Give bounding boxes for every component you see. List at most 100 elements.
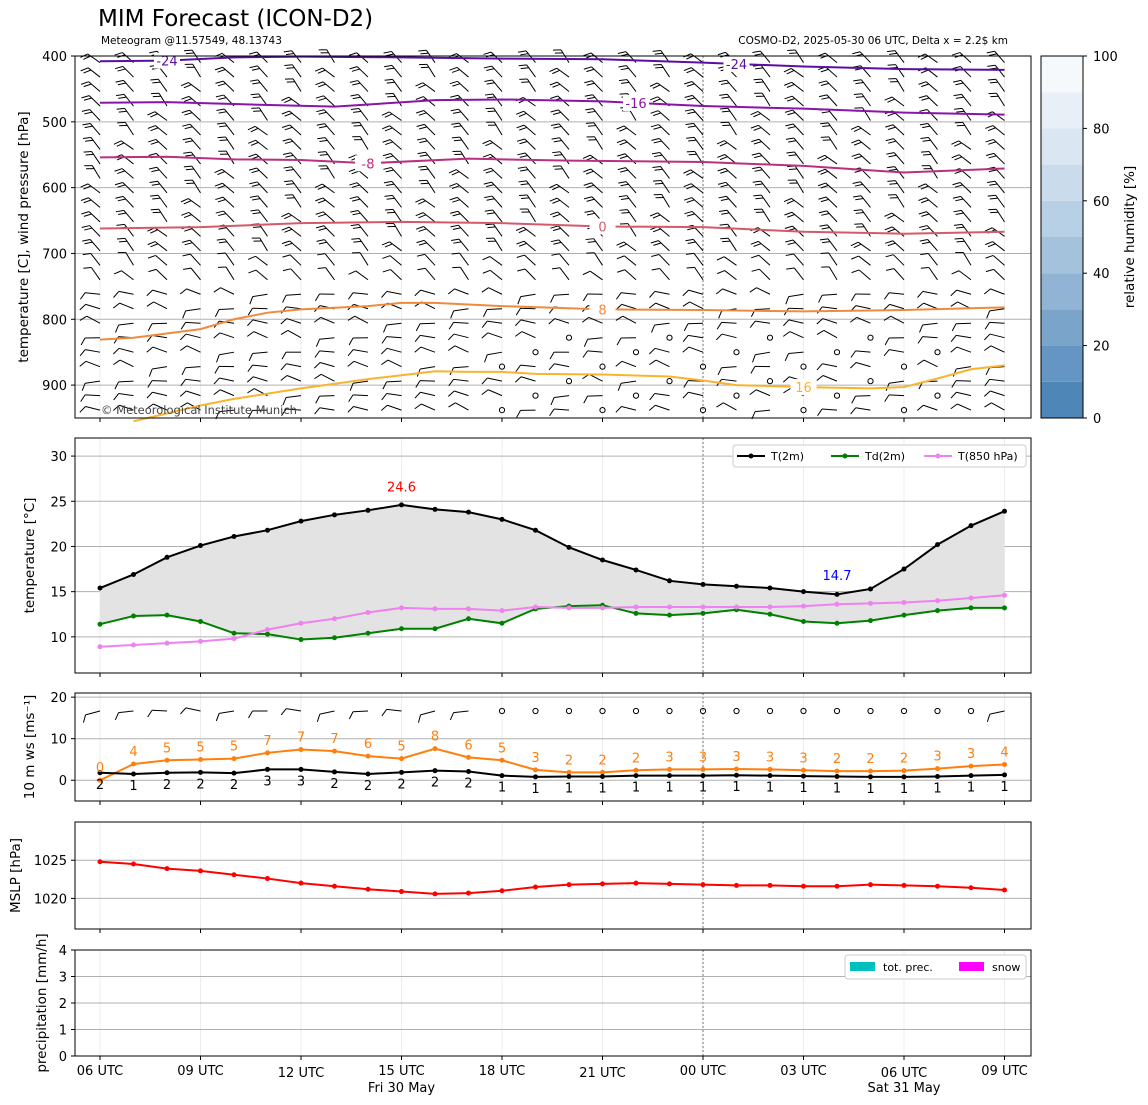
mean-wind-label: 1 <box>1000 780 1008 795</box>
barb-feather <box>951 270 960 275</box>
data-point-t850 <box>131 642 136 648</box>
barb-feather <box>753 127 762 131</box>
barb-feather <box>317 151 326 153</box>
barb-feather <box>516 240 525 245</box>
barb-feather <box>382 125 390 130</box>
barb-feather <box>483 51 492 55</box>
barb-feather <box>385 155 394 159</box>
data-point-td2m <box>868 618 873 624</box>
barb-feather <box>420 52 429 55</box>
wind-barb <box>550 239 570 252</box>
barb-feather <box>988 141 997 145</box>
barb-staff <box>386 336 402 339</box>
mslp-line <box>99 860 1005 895</box>
barb-feather <box>418 242 427 246</box>
barb-feather <box>821 212 830 216</box>
barb-feather <box>482 256 491 261</box>
barb-feather <box>985 367 990 376</box>
barb-staff <box>292 78 302 92</box>
calm-wind-circle <box>632 707 640 715</box>
wind-point-mean <box>700 773 706 779</box>
barb-feather <box>217 171 226 176</box>
barb-staff <box>124 224 134 237</box>
barb-feather <box>186 66 195 68</box>
barb-feather <box>989 183 998 186</box>
wind-barb <box>550 225 570 237</box>
barb-feather <box>447 288 455 295</box>
mean-wind-label: 2 <box>330 777 338 792</box>
barb-feather <box>384 78 393 81</box>
barb-feather <box>452 266 461 269</box>
barb-staff <box>88 197 101 208</box>
isotherm-label-bg <box>589 218 616 235</box>
barb-feather <box>651 254 660 257</box>
panel-frame <box>74 55 1032 419</box>
barb-staff <box>557 81 570 92</box>
mslp-point <box>767 882 773 888</box>
barb-staff <box>825 196 838 208</box>
barb-feather <box>551 267 561 270</box>
wind-barb <box>382 380 402 390</box>
gust-value-label: 2 <box>833 752 841 767</box>
barb-staff <box>526 78 536 92</box>
wind-barb <box>182 123 201 136</box>
barb-feather <box>954 107 963 110</box>
barb-feather <box>615 406 622 413</box>
barb-feather <box>654 52 663 55</box>
wind-barb <box>417 267 436 281</box>
barb-feather <box>520 53 529 56</box>
barb-feather <box>248 410 253 418</box>
barb-staff <box>827 238 838 252</box>
x-tick-label: 06 UTC <box>881 1066 927 1081</box>
calm-wind-circle <box>766 334 774 341</box>
wind-barb <box>486 121 503 136</box>
wind-barb <box>517 152 536 165</box>
barb-feather <box>354 139 363 141</box>
barb-staff <box>760 180 771 194</box>
barb-feather <box>917 336 923 344</box>
barb-staff <box>688 334 704 339</box>
barb-feather <box>246 331 255 337</box>
barb-staff <box>286 306 302 310</box>
wind-barb <box>752 166 771 179</box>
data-point-t2m <box>734 583 739 589</box>
wind-barb <box>919 225 938 237</box>
barb-staff <box>626 195 637 208</box>
y-tick-label: 400 <box>42 50 67 65</box>
barb-staff <box>726 93 737 107</box>
barb-feather <box>417 267 426 271</box>
barb-feather <box>552 185 560 191</box>
barb-staff <box>861 223 871 237</box>
barb-feather <box>348 394 354 402</box>
wind-point-mean <box>968 773 974 779</box>
barb-staff <box>590 52 603 63</box>
barb-staff <box>590 168 603 179</box>
wind-barb <box>248 409 268 418</box>
barb-feather <box>786 200 795 205</box>
barb-feather <box>984 402 992 408</box>
barb-feather <box>380 404 388 411</box>
barb-feather <box>217 199 226 203</box>
barb-staff <box>957 403 972 411</box>
wind-barb <box>917 290 938 298</box>
colorbar-tick-label: 60 <box>1093 195 1110 210</box>
barb-feather <box>318 165 327 167</box>
barb-feather <box>314 350 320 358</box>
gust-value-label: 5 <box>230 740 238 755</box>
barb-feather <box>219 125 228 128</box>
wind-barb <box>447 288 469 295</box>
barb-staff <box>393 223 402 237</box>
barb-feather <box>921 165 930 167</box>
wind-barb <box>716 402 737 411</box>
data-point-t850 <box>700 604 706 610</box>
wind-barb <box>988 208 1005 223</box>
barb-feather <box>887 194 897 196</box>
barb-feather <box>517 268 526 272</box>
barb-feather <box>247 319 254 327</box>
barb-feather <box>284 228 293 233</box>
barb-feather <box>285 154 294 158</box>
wind-barb <box>849 362 871 369</box>
barb-staff <box>489 140 503 150</box>
data-point-t850 <box>365 609 371 615</box>
barb-feather <box>114 381 119 390</box>
